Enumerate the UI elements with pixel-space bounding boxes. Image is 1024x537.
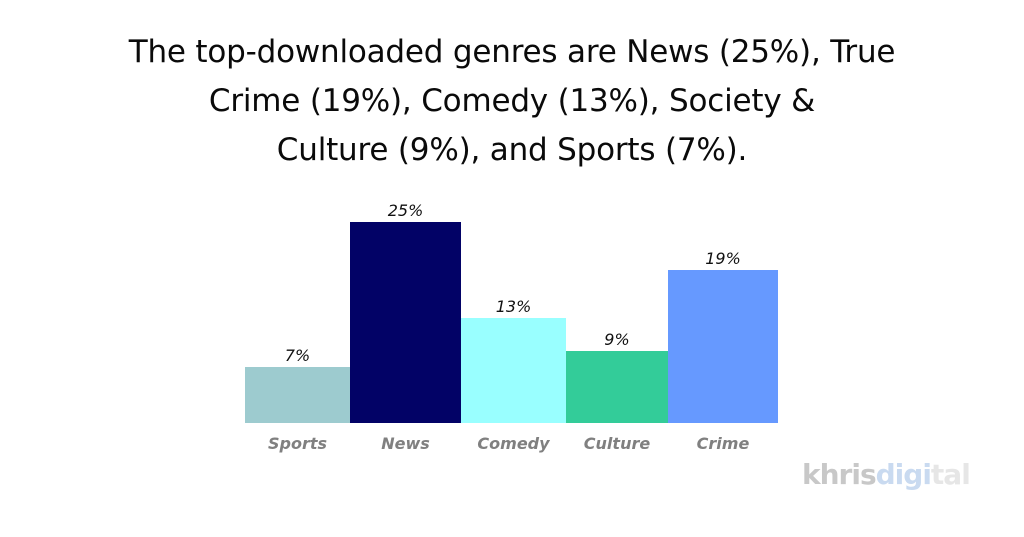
bar-culture (566, 350, 668, 423)
value-label: 9% (604, 329, 630, 349)
bar-crime (668, 270, 778, 423)
category-label: News (381, 434, 430, 453)
value-label: 7% (284, 345, 311, 365)
bar-sports (245, 366, 350, 423)
title-line: The top-downloaded genres are News (25%)… (128, 34, 896, 70)
category-label: Sports (267, 434, 328, 453)
value-label: 19% (705, 249, 741, 269)
khrisdigital-logo: khrisdigital (802, 458, 971, 491)
value-label: 25% (387, 201, 424, 220)
category-label: Crime (696, 434, 750, 453)
value-label: 13% (495, 297, 532, 317)
bar-comedy (461, 318, 566, 423)
bar-news (350, 222, 461, 423)
title-line: Culture (9%), and Sports (7%). (276, 132, 748, 168)
chart-title: The top-downloaded genres are News (25%)… (0, 28, 1024, 175)
category-label: Comedy (477, 434, 550, 453)
title-line: Crime (19%), Comedy (13%), Society & (208, 83, 816, 119)
category-label: Culture (583, 434, 651, 453)
